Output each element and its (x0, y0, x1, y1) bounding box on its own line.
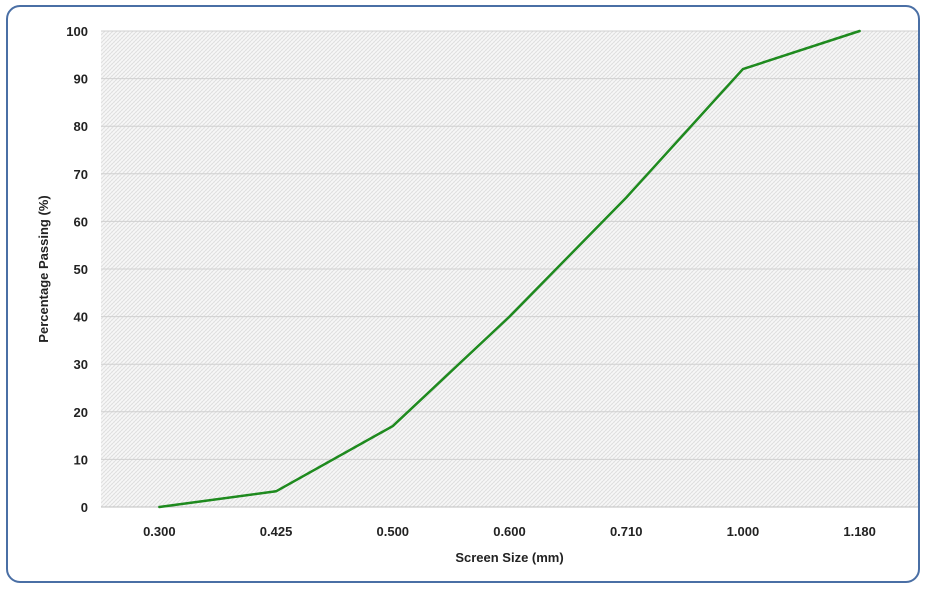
gridlines (101, 30, 918, 460)
x-axis-tick-labels: 0.300 0.425 0.500 0.600 0.710 1.000 1.180 (143, 524, 876, 539)
series-lines (158, 29, 861, 509)
y-tick-label: 10 (74, 452, 88, 467)
y-tick-label: 90 (74, 72, 88, 87)
y-tick-label: 40 (74, 310, 88, 325)
y-tick-label: 60 (74, 214, 88, 229)
series-line-0 (158, 29, 861, 509)
x-tick-label: 1.000 (727, 524, 760, 539)
y-tick-label: 50 (74, 262, 88, 277)
y-axis-title: Percentage Passing (%) (36, 195, 51, 342)
y-tick-label: 100 (66, 24, 88, 39)
y-tick-label: 80 (74, 119, 88, 134)
x-tick-label: 0.300 (143, 524, 176, 539)
x-tick-label: 0.710 (610, 524, 643, 539)
y-tick-label: 30 (74, 357, 88, 372)
x-axis-title: Screen Size (mm) (455, 550, 563, 565)
y-tick-label: 0 (81, 500, 88, 515)
y-tick-label: 70 (74, 167, 88, 182)
x-tick-label: 0.425 (260, 524, 293, 539)
y-tick-label: 20 (74, 405, 88, 420)
y-axis-tick-labels: 0 10 20 30 40 50 60 70 80 90 100 (66, 24, 88, 515)
x-tick-label: 1.180 (843, 524, 876, 539)
x-tick-label: 0.500 (377, 524, 410, 539)
x-tick-label: 0.600 (493, 524, 526, 539)
